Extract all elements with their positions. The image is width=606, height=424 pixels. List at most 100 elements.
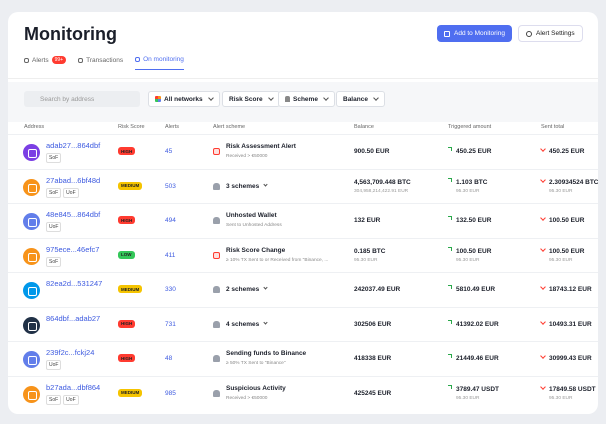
address[interactable]: 82ea2d...531247 [46, 279, 103, 288]
add-button[interactable]: Add to Monitoring [437, 25, 512, 42]
table-row[interactable]: 239f2c...fckj24 UoF HIGH 48 Sending funds to… [8, 341, 598, 376]
triggered-amount: 41392.02 EUR [456, 320, 499, 328]
column-header: Risk Score [118, 124, 145, 130]
tag: UoF [63, 394, 79, 405]
scheme-icon [213, 182, 220, 190]
address[interactable]: 27abad...6bf48d [46, 175, 101, 185]
up-arrow [448, 319, 452, 324]
table-row[interactable]: 864dbf...adab27 HIGH 731 4 schemes 302506 EU… [8, 306, 598, 342]
filter-dropdown[interactable]: Risk Score [222, 91, 280, 107]
scheme-name[interactable]: 3 schemes [226, 181, 268, 190]
scheme-detail: Received > €50000 [226, 395, 268, 401]
expand-chevron[interactable] [263, 285, 268, 290]
down-arrow [540, 383, 546, 390]
up-arrow [448, 285, 452, 289]
tab-icon [78, 57, 84, 63]
risk-badge: LOW [118, 250, 135, 259]
badge: 99+ [51, 56, 67, 64]
alert-count[interactable]: 411 [165, 251, 176, 259]
network-icon [23, 351, 40, 368]
expand-chevron[interactable] [263, 319, 268, 325]
tabs: Alerts 99+ Transactions On monitoring [24, 56, 184, 70]
sent-amount: 100.50 EUR [549, 247, 585, 255]
triggered-sub: 95.30 EUR [456, 188, 480, 194]
risk-badge: MEDIUM [118, 285, 143, 293]
triggered-sub: 95.30 EUR [456, 395, 480, 401]
scheme-icon [213, 286, 220, 293]
plus-icon [444, 30, 450, 37]
alert-count[interactable]: 45 [165, 148, 173, 155]
sent-amount: 18743.12 EUR [549, 286, 592, 293]
card: Monitoring Add to Monitoring Alert Setti… [8, 12, 598, 414]
down-arrow [540, 146, 546, 152]
scheme-name: Unhosted Wallet [226, 212, 277, 219]
tab-icon [135, 57, 141, 62]
filter-dropdown[interactable]: Scheme [278, 91, 335, 107]
risk-badge: HIGH [118, 319, 136, 328]
address[interactable]: 864dbf...adab27 [46, 313, 101, 323]
scheme-icon [213, 251, 220, 259]
address[interactable]: 975ece...46efc7 [46, 244, 100, 254]
button-label: Alert Settings [536, 30, 575, 37]
scheme-name: Suspicious Activity [226, 384, 286, 392]
alert-count[interactable]: 330 [165, 286, 176, 293]
filter-dropdown[interactable]: Balance [336, 91, 385, 107]
triggered-amount: 3789.47 USDT [456, 385, 499, 393]
address[interactable]: 48e845...864dbf [46, 210, 101, 219]
up-arrow [448, 246, 452, 251]
network-icon [23, 178, 40, 196]
scheme-name: Sending funds to Binance [226, 350, 307, 357]
sent-amount: 2.30934524 BTC [549, 178, 598, 186]
address[interactable]: adab27...864dbf [46, 141, 101, 150]
balance-amount: 900.50 EUR [354, 148, 390, 155]
risk-badge: HIGH [118, 216, 136, 224]
page-title: Monitoring [24, 24, 117, 44]
address[interactable]: b27ada...dbf864 [46, 382, 101, 392]
table-row[interactable]: adab27...864dbf SoF HIGH 45 Risk Assessment … [8, 134, 598, 169]
network-icon [23, 316, 40, 334]
scheme-name[interactable]: 2 schemes [226, 285, 268, 293]
tags: UoF [46, 222, 62, 232]
tags: SoF UoF [46, 394, 79, 405]
table-row[interactable]: b27ada...dbf864 SoF UoF MEDIUM 985 Suspicious… [8, 375, 598, 411]
down-arrow [540, 284, 546, 290]
column-header: Sent total [541, 124, 565, 130]
sent-sub: 95.30 EUR [549, 188, 573, 194]
expand-chevron[interactable] [263, 181, 268, 187]
sent-amount: 30999.43 EUR [549, 355, 592, 362]
table-row[interactable]: 82ea2d...531247 MEDIUM 330 2 schemes 242037.… [8, 272, 598, 307]
dropdown-label: Balance [343, 95, 368, 103]
alert-count[interactable]: 985 [165, 389, 176, 397]
scheme-icon [213, 148, 220, 155]
network-icon [23, 213, 40, 230]
alert-count[interactable]: 48 [165, 355, 173, 362]
sent-sub: 95.30 EUR [549, 395, 573, 401]
tag: SoF [46, 256, 62, 267]
table-row[interactable]: 27abad...6bf48d SoF UoF MEDIUM 503 3 schemes 4… [8, 168, 598, 204]
network-icon [23, 282, 40, 299]
scheme-name[interactable]: 4 schemes [226, 319, 268, 328]
scheme-icon [213, 217, 220, 224]
alert-count[interactable]: 503 [165, 182, 176, 190]
scheme-name: Risk Score Change [226, 246, 286, 254]
down-arrow [540, 318, 546, 325]
table-row[interactable]: 975ece...46efc7 SoF LOW 411 Risk Score Chang… [8, 237, 598, 273]
down-arrow [540, 353, 546, 359]
alert-count[interactable]: 731 [165, 320, 176, 328]
search-input[interactable]: Search by address [24, 91, 140, 107]
sent-amount: 17849.58 USDT [549, 385, 596, 393]
table-row[interactable]: 48e845...864dbf UoF HIGH 494 Unhosted Wallet… [8, 203, 598, 238]
down-arrow [540, 215, 546, 221]
up-arrow [448, 384, 452, 389]
up-arrow [448, 147, 452, 151]
settings-button[interactable]: Alert Settings [518, 25, 583, 42]
filter-dropdown[interactable]: All networks [148, 91, 220, 107]
scheme-detail: ≥ 10% TX Sent to or Received from "Binan… [226, 257, 329, 263]
address[interactable]: 239f2c...fckj24 [46, 348, 95, 357]
tab[interactable]: Transactions [78, 56, 123, 70]
tab[interactable]: Alerts 99+ [24, 56, 67, 70]
balance-amount: 418338 EUR [354, 355, 392, 362]
alert-count[interactable]: 494 [165, 217, 176, 224]
tab[interactable]: On monitoring [135, 56, 184, 70]
balance-amount: 425245 EUR [354, 389, 392, 397]
